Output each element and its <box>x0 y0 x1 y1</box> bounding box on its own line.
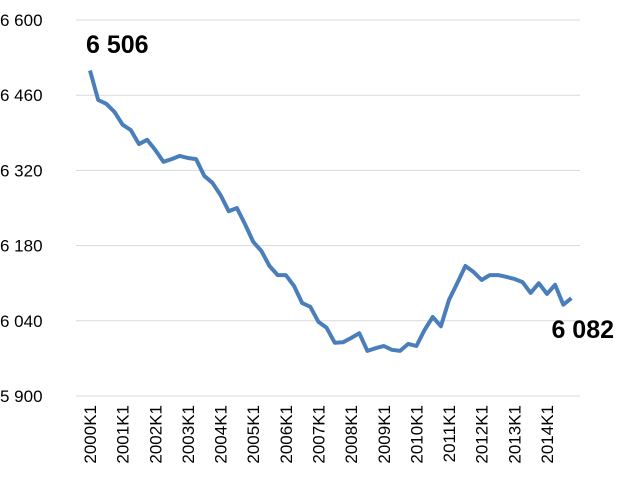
x-tick-label: 2010K1 <box>407 405 426 464</box>
x-tick-label: 2013K1 <box>505 405 524 464</box>
x-tick-label: 2005K1 <box>244 405 263 464</box>
y-tick-label: 6 600 <box>0 11 43 30</box>
y-tick-label: 5 900 <box>0 387 43 406</box>
y-tick-label: 6 320 <box>0 161 43 180</box>
x-tick-label: 2006K1 <box>277 405 296 464</box>
x-tick-label: 2007K1 <box>309 405 328 464</box>
x-tick-label: 2004K1 <box>212 405 231 464</box>
data-label: 6 506 <box>86 31 149 59</box>
data-label: 6 082 <box>551 316 614 344</box>
x-tick-label: 2000K1 <box>81 405 100 464</box>
y-tick-label: 6 040 <box>0 312 43 331</box>
data-line <box>88 69 573 353</box>
y-tick-label: 6 460 <box>0 86 43 105</box>
x-tick-label: 2001K1 <box>114 405 133 464</box>
x-tick-label: 2012K1 <box>473 405 492 464</box>
y-tick-label: 6 180 <box>0 237 43 256</box>
x-tick-label: 2002K1 <box>146 405 165 464</box>
x-tick-label: 2009K1 <box>375 405 394 464</box>
x-tick-label: 2014K1 <box>538 405 557 464</box>
x-tick-label: 2008K1 <box>342 405 361 464</box>
x-tick-label: 2011K1 <box>440 405 459 462</box>
x-tick-label: 2003K1 <box>179 405 198 464</box>
